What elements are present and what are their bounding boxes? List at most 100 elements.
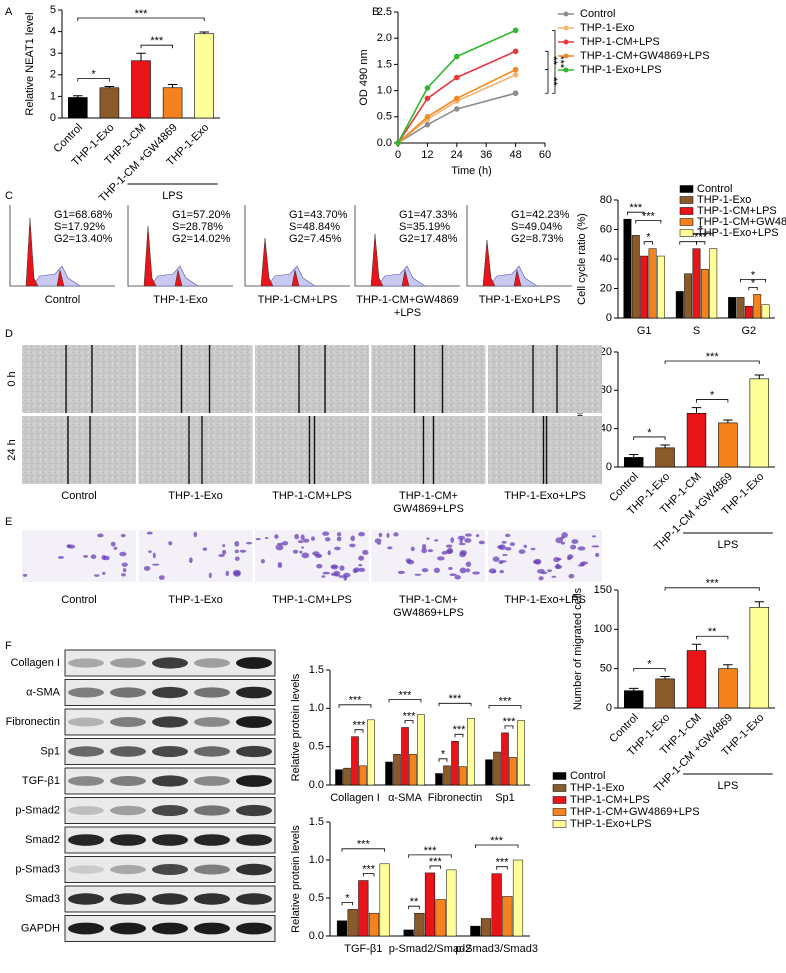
x-tick-label: 36	[480, 149, 492, 161]
stained-cell	[538, 576, 544, 581]
stained-cell	[560, 541, 566, 545]
stained-cell	[193, 531, 198, 538]
error-bar	[723, 664, 733, 669]
condition-label: GW4869+LPS	[393, 503, 464, 515]
panel-label: A	[5, 6, 13, 18]
stained-cell	[594, 552, 600, 557]
row-label: 0 h	[6, 371, 18, 386]
stained-cell	[277, 562, 282, 566]
y-tick-label: 4	[50, 26, 56, 38]
stained-cell	[577, 564, 585, 567]
bar	[493, 751, 501, 786]
condition-label: Control	[61, 594, 96, 606]
stained-cell	[338, 575, 345, 578]
bar	[736, 297, 745, 319]
stained-cell	[568, 573, 575, 579]
stained-cell	[122, 568, 127, 573]
bar	[358, 880, 369, 937]
blot-band	[194, 922, 230, 935]
stained-cell	[475, 534, 480, 538]
stained-cell	[151, 563, 160, 566]
significance-bracket	[740, 279, 766, 283]
point	[512, 48, 519, 55]
bar	[368, 912, 380, 937]
legend-swatch	[552, 820, 567, 828]
y-tick-label: 20	[600, 282, 612, 294]
stained-cell	[152, 552, 156, 559]
significance-bracket	[696, 399, 729, 403]
y-axis-label: Relative NEAT1 level	[24, 12, 36, 115]
significance-bracket	[362, 873, 375, 877]
protein-label: TGF-β1	[22, 775, 60, 787]
stained-cell	[103, 555, 110, 561]
blot-band	[68, 776, 104, 786]
stained-cell	[571, 539, 579, 544]
bar	[446, 869, 457, 937]
significance-label: ***	[706, 578, 720, 590]
condition-label: THP-1-CM+LPS	[258, 294, 338, 306]
error-bar	[660, 444, 670, 448]
condition-label: +LPS	[394, 307, 421, 319]
legend-label: THP-1-Exo+LPS	[570, 818, 652, 830]
stained-cell	[158, 575, 165, 580]
blot-band	[236, 775, 272, 787]
histogram-s-phase	[488, 265, 538, 287]
stained-cell	[310, 536, 315, 541]
stained-cell	[447, 547, 454, 554]
blot-band	[236, 863, 272, 876]
microscopy-image	[488, 345, 602, 413]
significance-label: **	[708, 626, 717, 638]
bar	[655, 678, 675, 709]
stained-cell	[454, 575, 462, 580]
significance-bracket	[354, 729, 364, 733]
significance-bracket	[474, 844, 519, 848]
condition-label: THP-1-Exo	[168, 490, 222, 502]
blot-band	[68, 658, 104, 668]
stained-cell	[260, 559, 265, 564]
legend-label: THP-1-CM+LPS	[697, 205, 777, 217]
bar	[435, 773, 443, 786]
stained-cell	[378, 532, 383, 538]
significance-label: *	[647, 658, 652, 670]
bar	[359, 765, 367, 786]
bar	[631, 235, 640, 319]
y-tick-label: 1.0	[377, 85, 392, 97]
stained-cell	[222, 544, 226, 548]
stained-cell	[459, 538, 463, 544]
stained-cell	[234, 541, 240, 547]
cell-cycle-stat: G2=14.02%	[172, 233, 231, 245]
blot-band	[68, 806, 104, 815]
stained-cell	[82, 555, 89, 558]
x-tick-label: p-Smad3/Smad3	[455, 943, 538, 955]
cell-cycle-stat: G2=13.40%	[54, 233, 113, 245]
error-bar	[628, 454, 639, 458]
point	[512, 27, 519, 34]
stained-cell	[146, 531, 153, 535]
stained-cell	[336, 536, 342, 542]
bar	[512, 859, 524, 937]
cell-cycle-stat: G2=7.45%	[289, 233, 342, 245]
x-tick-label: G2	[741, 325, 756, 337]
series-line	[397, 68, 516, 144]
stained-cell	[334, 546, 341, 551]
stained-cell	[459, 567, 467, 574]
significance-label: ***	[554, 55, 566, 69]
protein-label: Collagen I	[10, 657, 60, 669]
bar	[414, 912, 425, 937]
stained-cell	[504, 546, 512, 551]
stained-cell	[264, 536, 269, 539]
stained-cell	[330, 572, 335, 576]
legend-label: THP-1-CM+LPS	[570, 794, 650, 806]
protein-label: GAPDH	[21, 922, 60, 934]
stained-cell	[465, 568, 470, 573]
stained-cell	[102, 571, 106, 575]
bar	[718, 668, 738, 709]
stained-cell	[499, 560, 507, 563]
protein-label: Smad2	[25, 834, 60, 846]
bar	[367, 719, 375, 786]
bar	[401, 727, 409, 786]
significance-bracket	[404, 720, 414, 724]
significance-bracket	[408, 854, 452, 858]
significance-label: ***	[499, 696, 513, 708]
stained-cell	[121, 573, 126, 577]
